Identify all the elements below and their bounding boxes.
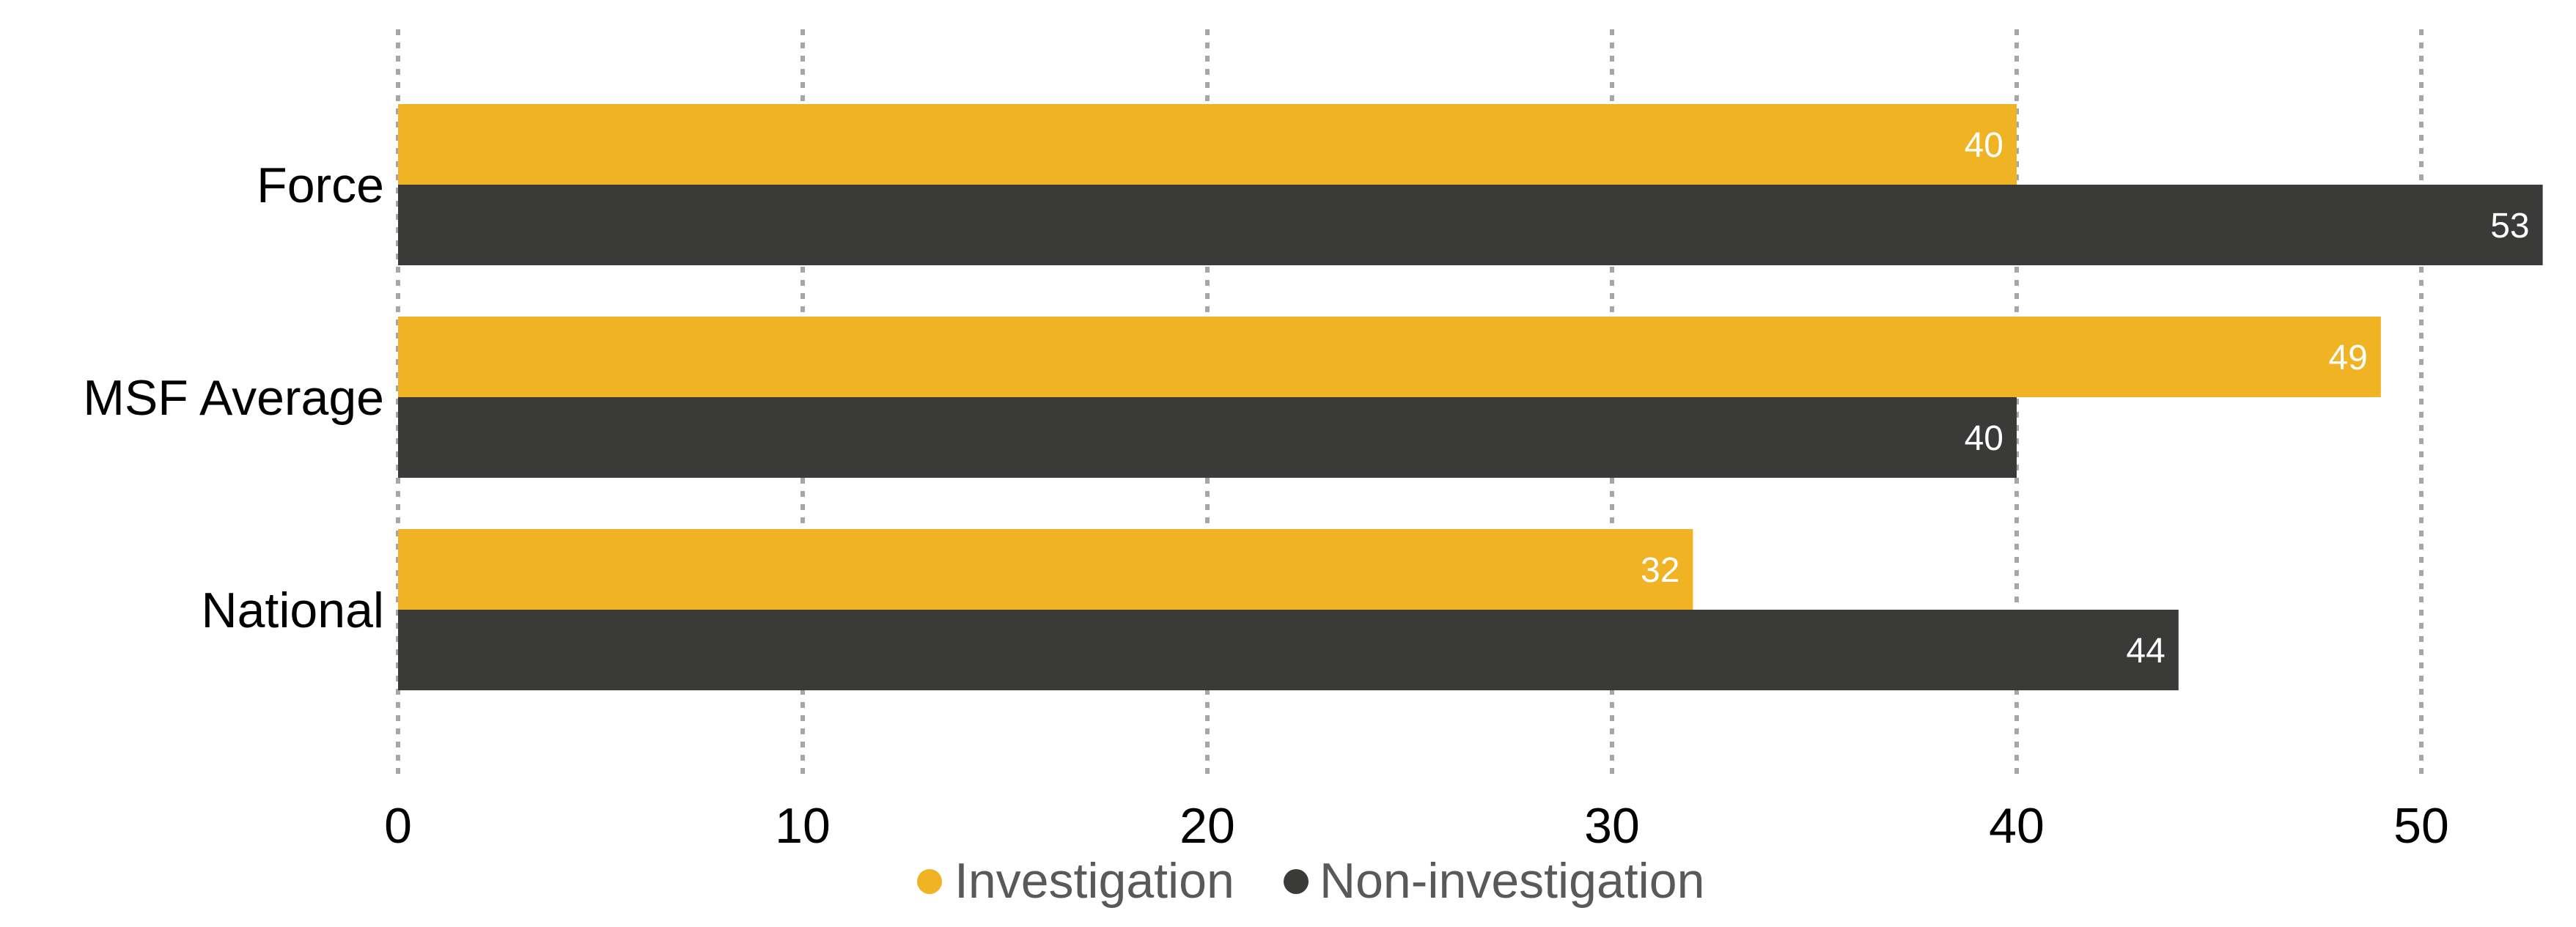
bar-msf-average-non-investigation — [398, 397, 2017, 478]
x-tick-label-40: 40 — [1989, 798, 2045, 854]
data-labels: 40 53 49 40 32 44 — [1641, 126, 2530, 671]
x-tick-label-10: 10 — [775, 798, 831, 854]
x-tick-label-30: 30 — [1584, 798, 1640, 854]
data-label-msf-average-non-investigation: 40 — [1965, 419, 2003, 458]
x-tick-label-0: 0 — [384, 798, 412, 854]
legend-label-investigation: Investigation — [954, 853, 1234, 909]
data-label-national-non-investigation: 44 — [2126, 632, 2165, 671]
bar-national-non-investigation — [398, 610, 2179, 690]
data-label-national-investigation: 32 — [1641, 551, 1679, 590]
category-label-force: Force — [257, 158, 384, 213]
bar-national-investigation — [398, 529, 1693, 610]
x-axis-tick-labels: 0 10 20 30 40 50 — [384, 798, 2449, 854]
data-label-force-non-investigation: 53 — [2490, 207, 2529, 245]
legend: Investigation Non-investigation — [917, 853, 1704, 909]
legend-marker-non-investigation — [1284, 869, 1309, 894]
data-label-force-investigation: 40 — [1965, 126, 2003, 165]
x-tick-label-20: 20 — [1180, 798, 1235, 854]
data-label-msf-average-investigation: 49 — [2328, 339, 2367, 377]
bars — [398, 104, 2543, 690]
category-label-msf-average: MSF Average — [83, 370, 384, 426]
legend-label-non-investigation: Non-investigation — [1320, 853, 1704, 909]
legend-marker-investigation — [917, 869, 942, 894]
x-tick-label-50: 50 — [2393, 798, 2449, 854]
bar-msf-average-investigation — [398, 317, 2381, 397]
bar-force-investigation — [398, 104, 2017, 185]
category-labels: Force MSF Average National — [83, 158, 384, 638]
category-label-national: National — [202, 583, 385, 638]
bar-force-non-investigation — [398, 185, 2543, 265]
